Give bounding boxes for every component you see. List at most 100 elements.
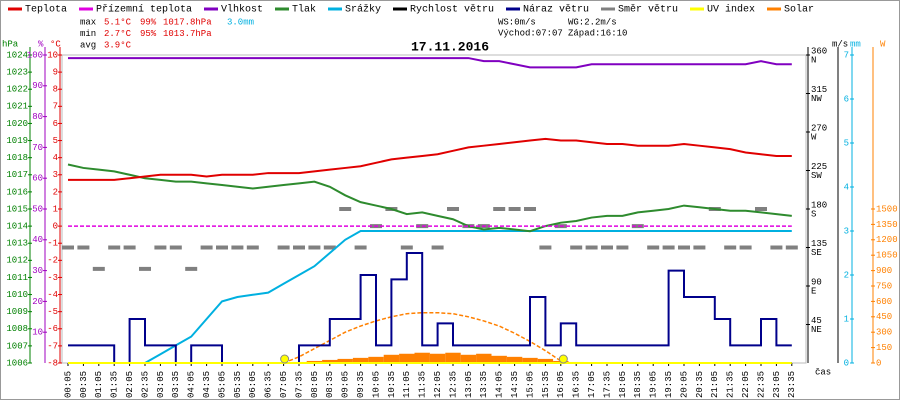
x-tick-label: 16:05 (556, 371, 566, 398)
direction-dot (601, 245, 613, 250)
legend-label: Přízemní teplota (96, 4, 192, 16)
axis-header: mm (850, 39, 861, 49)
y-tick-label: 70 (32, 143, 43, 153)
direction-dot (139, 266, 151, 271)
chart-title: 17.11.2016 (411, 39, 489, 54)
x-tick-label: 02:05 (125, 371, 135, 398)
y-tick-label: 270 (811, 123, 827, 133)
axis-header: W (880, 39, 886, 49)
direction-dot (693, 245, 706, 250)
sun-set-marker (558, 354, 568, 364)
y-tick-label: 45 (811, 316, 822, 326)
bar (322, 359, 338, 363)
y-tick-label: 750 (876, 281, 892, 291)
stat-temp: 2.7°C (104, 29, 132, 39)
x-tick-label: 18:35 (633, 371, 643, 398)
x-tick-label: 21:35 (726, 371, 736, 398)
direction-dot (339, 207, 352, 211)
axis-header: % (38, 39, 44, 49)
x-tick-label: 22:05 (741, 371, 751, 398)
x-tick-label: 16:35 (572, 371, 582, 398)
y-tick-label: 1050 (876, 251, 898, 261)
legend-label: Tlak (292, 4, 316, 16)
y-tick-label: -2 (47, 256, 58, 266)
plot-area (61, 54, 807, 364)
legend-label: UV index (707, 4, 755, 16)
y-tick-label: 3 (844, 226, 849, 236)
stat-label: min (80, 29, 96, 39)
x-tick-label: 06:35 (264, 371, 274, 398)
x-tick-label: 14:35 (510, 371, 520, 398)
y-tick-label: -1 (47, 239, 58, 249)
x-tick-label: 00:35 (79, 371, 89, 398)
y-tick-label: 1023 (6, 67, 28, 77)
stat-pressure: 1017.8hPa (163, 17, 212, 27)
y-tick-label: 6 (844, 94, 849, 104)
direction-dot (92, 266, 105, 271)
axis-header: °C (50, 39, 61, 49)
x-tick-label: 07:35 (294, 371, 304, 398)
y-tick-label: 5 (53, 136, 58, 146)
y-tick-label: NE (811, 325, 822, 335)
direction-dot (585, 245, 598, 250)
y-tick-label: 1019 (6, 136, 28, 146)
y-tick-label: 1007 (6, 341, 28, 351)
y-tick-label: 4 (53, 153, 58, 163)
legend-label: Solar (784, 4, 814, 16)
direction-dot (323, 245, 336, 250)
x-tick-label: 14:05 (495, 371, 505, 398)
x-tick-label: 13:05 (464, 371, 474, 398)
y-tick-label: 50 (32, 204, 43, 214)
direction-dot (755, 207, 767, 211)
series-line (68, 230, 792, 364)
y-tick-label: 1020 (6, 119, 28, 129)
stat-temp: 3.9°C (104, 40, 132, 50)
bar (491, 355, 507, 363)
wind-speed: WS:0m/s (498, 17, 536, 27)
y-tick-label: 2 (53, 187, 58, 197)
y-tick-label: 3 (53, 170, 58, 180)
stat-label: avg (80, 40, 96, 50)
x-tick-label: 10:05 (371, 371, 381, 398)
x-tick-label: 11:35 (418, 371, 428, 398)
direction-dot (539, 245, 552, 250)
bar (522, 357, 538, 363)
x-tick-label: 11:05 (402, 371, 412, 398)
y-tick-label: 1021 (6, 102, 28, 112)
y-tick-label: 2 (844, 270, 849, 280)
y-tick-label: -3 (47, 273, 58, 283)
direction-dot (308, 245, 321, 250)
y-tick-label: 1006 (6, 358, 28, 368)
y-tick-label: 1 (53, 204, 58, 214)
direction-dot (662, 245, 675, 250)
direction-dot (293, 245, 305, 250)
y-tick-label: 450 (876, 312, 892, 322)
x-tick-label: 09:35 (356, 371, 366, 398)
y-tick-label: S (811, 209, 816, 219)
y-tick-label: 900 (876, 266, 892, 276)
y-tick-label: 1014 (6, 221, 28, 231)
x-tick-label: 04:35 (202, 371, 212, 398)
direction-dot (678, 245, 690, 250)
direction-dot (154, 245, 167, 250)
direction-dot (447, 207, 459, 211)
x-tick-label: 20:35 (695, 371, 705, 398)
y-tick-label: 135 (811, 239, 827, 249)
y-tick-label: 80 (32, 112, 43, 122)
y-tick-label: 360 (811, 46, 827, 56)
y-tick-label: 20 (32, 297, 43, 307)
direction-dot (400, 245, 413, 250)
bar (476, 353, 492, 363)
direction-dot (200, 245, 213, 250)
series-line (68, 57, 792, 69)
y-tick-label: 1017 (6, 170, 28, 180)
axis-header: hPa (2, 39, 19, 49)
x-tick-label: 00:05 (63, 371, 73, 398)
y-tick-label: 6 (53, 119, 58, 129)
x-tick-label: 23:05 (772, 371, 782, 398)
bar (383, 354, 400, 363)
y-tick-label: 4 (844, 182, 849, 192)
y-tick-label: 40 (32, 235, 43, 245)
direction-dot (616, 245, 629, 250)
y-tick-label: SW (811, 171, 822, 181)
